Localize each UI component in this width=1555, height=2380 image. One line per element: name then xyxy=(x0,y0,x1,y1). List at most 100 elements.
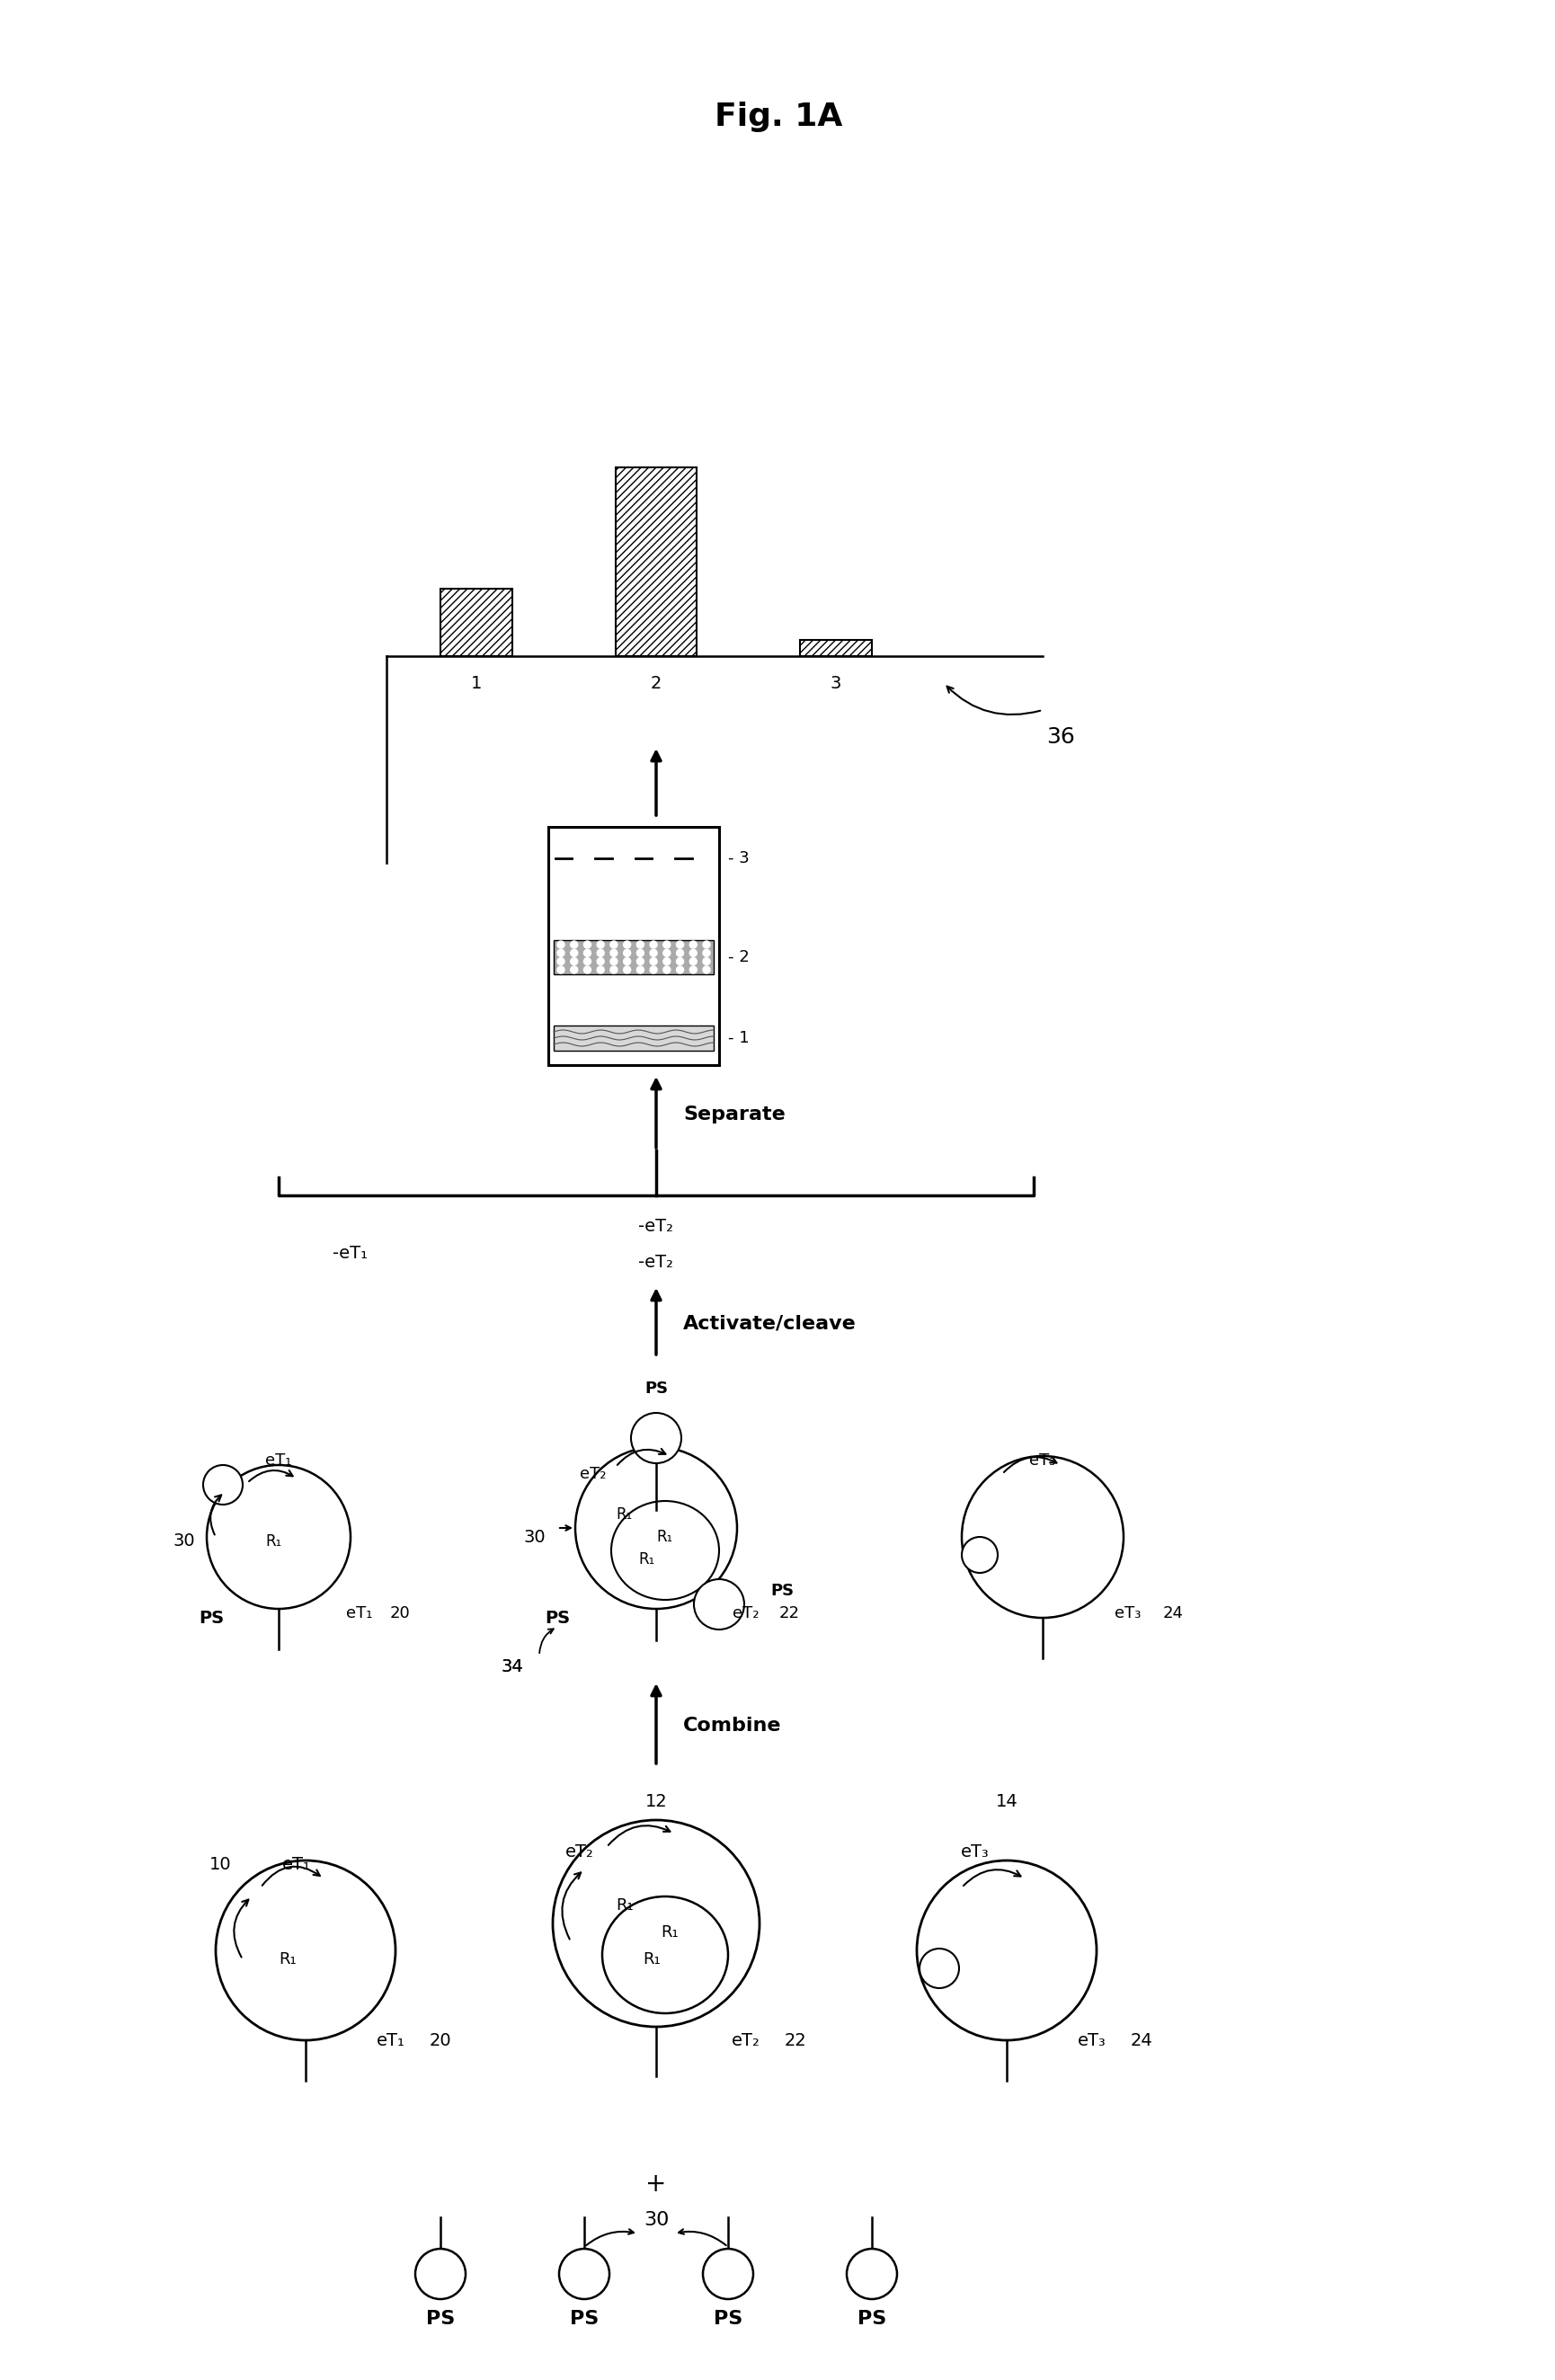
Text: 30: 30 xyxy=(524,1528,546,1545)
Circle shape xyxy=(636,957,644,964)
Text: 24: 24 xyxy=(1130,2033,1152,2049)
Circle shape xyxy=(689,957,697,964)
Text: R₁: R₁ xyxy=(616,1897,633,1914)
Circle shape xyxy=(583,966,591,973)
Circle shape xyxy=(650,957,656,964)
Text: eT₃: eT₃ xyxy=(1115,1604,1140,1621)
Ellipse shape xyxy=(961,1457,1123,1618)
Circle shape xyxy=(631,1414,681,1464)
Circle shape xyxy=(204,1466,243,1504)
Circle shape xyxy=(694,1580,743,1630)
Circle shape xyxy=(662,966,670,973)
Text: 3: 3 xyxy=(830,674,841,693)
Text: PS: PS xyxy=(714,2311,742,2328)
Circle shape xyxy=(650,966,656,973)
Text: eT₃: eT₃ xyxy=(961,1842,989,1861)
Text: PS: PS xyxy=(644,1380,667,1397)
Circle shape xyxy=(676,940,683,947)
Bar xyxy=(440,588,512,657)
Text: R₁: R₁ xyxy=(278,1952,297,1968)
Bar xyxy=(547,826,718,1066)
Text: eT₁: eT₁ xyxy=(347,1604,373,1621)
Text: Activate/cleave: Activate/cleave xyxy=(683,1314,855,1333)
Circle shape xyxy=(636,950,644,957)
Circle shape xyxy=(624,940,630,947)
Circle shape xyxy=(662,957,670,964)
Text: eT₃: eT₃ xyxy=(1078,2033,1106,2049)
Text: eT₁: eT₁ xyxy=(281,1856,311,1873)
Circle shape xyxy=(557,940,564,947)
Text: eT₁: eT₁ xyxy=(266,1452,292,1468)
Circle shape xyxy=(571,957,577,964)
Text: PS: PS xyxy=(770,1583,793,1599)
Text: R₁: R₁ xyxy=(616,1507,633,1523)
Text: 22: 22 xyxy=(779,1604,799,1621)
Circle shape xyxy=(597,950,603,957)
Circle shape xyxy=(650,940,656,947)
Circle shape xyxy=(557,950,564,957)
Text: 14: 14 xyxy=(995,1795,1017,1811)
Bar xyxy=(799,640,871,657)
Text: 20: 20 xyxy=(390,1604,411,1621)
Circle shape xyxy=(676,950,683,957)
Text: 12: 12 xyxy=(645,1795,667,1811)
Circle shape xyxy=(583,957,591,964)
Circle shape xyxy=(676,957,683,964)
Circle shape xyxy=(610,940,617,947)
Circle shape xyxy=(624,966,630,973)
Ellipse shape xyxy=(919,1949,958,1987)
Text: PS: PS xyxy=(426,2311,454,2328)
Circle shape xyxy=(662,950,670,957)
Text: 2: 2 xyxy=(650,674,661,693)
Circle shape xyxy=(571,950,577,957)
Text: eT₂: eT₂ xyxy=(564,1842,594,1861)
Ellipse shape xyxy=(575,1447,737,1609)
Circle shape xyxy=(689,966,697,973)
Circle shape xyxy=(624,950,630,957)
Circle shape xyxy=(689,950,697,957)
Circle shape xyxy=(703,966,709,973)
Text: 1: 1 xyxy=(471,674,482,693)
Ellipse shape xyxy=(602,1897,728,2013)
Text: PS: PS xyxy=(544,1609,569,1626)
Ellipse shape xyxy=(207,1466,350,1609)
Circle shape xyxy=(597,957,603,964)
Circle shape xyxy=(689,940,697,947)
Bar xyxy=(616,466,697,657)
Text: 22: 22 xyxy=(784,2033,805,2049)
Ellipse shape xyxy=(216,1861,395,2040)
Circle shape xyxy=(703,940,709,947)
Text: PS: PS xyxy=(857,2311,886,2328)
Text: Combine: Combine xyxy=(683,1716,781,1735)
Text: 30: 30 xyxy=(644,2211,669,2230)
Circle shape xyxy=(571,966,577,973)
Bar xyxy=(554,1026,714,1050)
Text: R₁: R₁ xyxy=(639,1552,655,1568)
Ellipse shape xyxy=(916,1861,1096,2040)
Circle shape xyxy=(610,950,617,957)
Text: eT₂: eT₂ xyxy=(732,1604,759,1621)
Text: 10: 10 xyxy=(208,1856,232,1873)
Circle shape xyxy=(610,957,617,964)
Bar xyxy=(554,940,714,973)
Text: Fig. 1A: Fig. 1A xyxy=(714,102,841,133)
Circle shape xyxy=(703,957,709,964)
Text: R₁: R₁ xyxy=(656,1528,673,1545)
Circle shape xyxy=(636,966,644,973)
Text: PS: PS xyxy=(199,1609,224,1626)
Circle shape xyxy=(557,966,564,973)
Text: eT₂: eT₂ xyxy=(580,1466,606,1483)
Circle shape xyxy=(703,950,709,957)
Circle shape xyxy=(703,2249,753,2299)
Ellipse shape xyxy=(611,1502,718,1599)
Text: 30: 30 xyxy=(173,1533,196,1549)
Text: -eT₂: -eT₂ xyxy=(638,1219,673,1235)
Circle shape xyxy=(662,940,670,947)
Circle shape xyxy=(597,940,603,947)
Circle shape xyxy=(583,950,591,957)
Text: - 1: - 1 xyxy=(728,1031,750,1047)
Text: 24: 24 xyxy=(1162,1604,1183,1621)
Ellipse shape xyxy=(961,1537,997,1573)
Text: PS: PS xyxy=(569,2311,599,2328)
Text: R₁: R₁ xyxy=(642,1952,661,1968)
